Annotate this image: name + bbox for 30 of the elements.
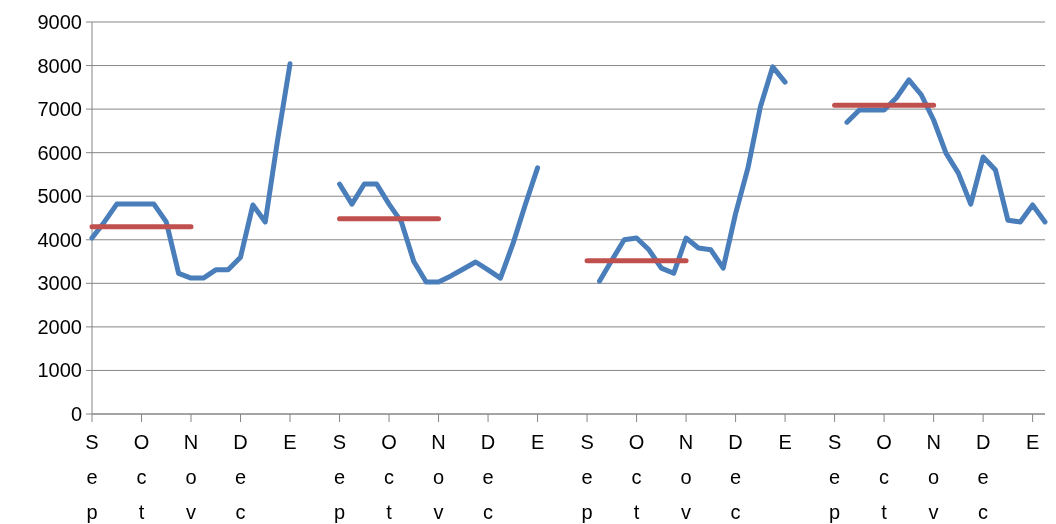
x-tick-label: Sep (85, 431, 99, 523)
x-tick-label: Oct (876, 431, 892, 523)
y-tick-label: 9000 (37, 11, 82, 33)
x-tick-label: E (1025, 431, 1040, 453)
x-tick-label: E (530, 431, 545, 453)
y-tick-label: 4000 (37, 228, 82, 251)
y-tick-label: 7000 (37, 98, 82, 121)
y-tick-label: 3000 (37, 272, 82, 295)
x-tick-label: Dec (233, 431, 248, 523)
x-tick-label: Dec (975, 431, 991, 523)
y-tick-label: 6000 (37, 141, 82, 164)
x-tick-label: Oct (381, 431, 397, 523)
x-tick-label: Nov (183, 431, 199, 523)
x-tick-label: Sep (332, 431, 347, 523)
x-tick-label: Nov (926, 431, 941, 523)
x-tick-label: Sep (827, 431, 842, 523)
x-tick-label: Oct (628, 431, 645, 523)
x-tick-label: Sep (580, 431, 594, 523)
y-tick-label: 5000 (37, 185, 82, 208)
x-tick-label: Nov (431, 431, 446, 523)
x-tick-label: Dec (728, 431, 743, 523)
y-tick-label: 2000 (37, 315, 82, 338)
x-tick-label: Nov (678, 431, 694, 523)
x-tick-label: E (283, 431, 297, 453)
y-tick-label: 0 (70, 403, 82, 425)
x-tick-label: E (778, 431, 792, 453)
x-tick-label: Dec (480, 431, 496, 523)
y-tick-label: 8000 (37, 54, 82, 77)
x-tick-label: Oct (133, 431, 150, 523)
y-tick-label: 1000 (37, 359, 82, 382)
